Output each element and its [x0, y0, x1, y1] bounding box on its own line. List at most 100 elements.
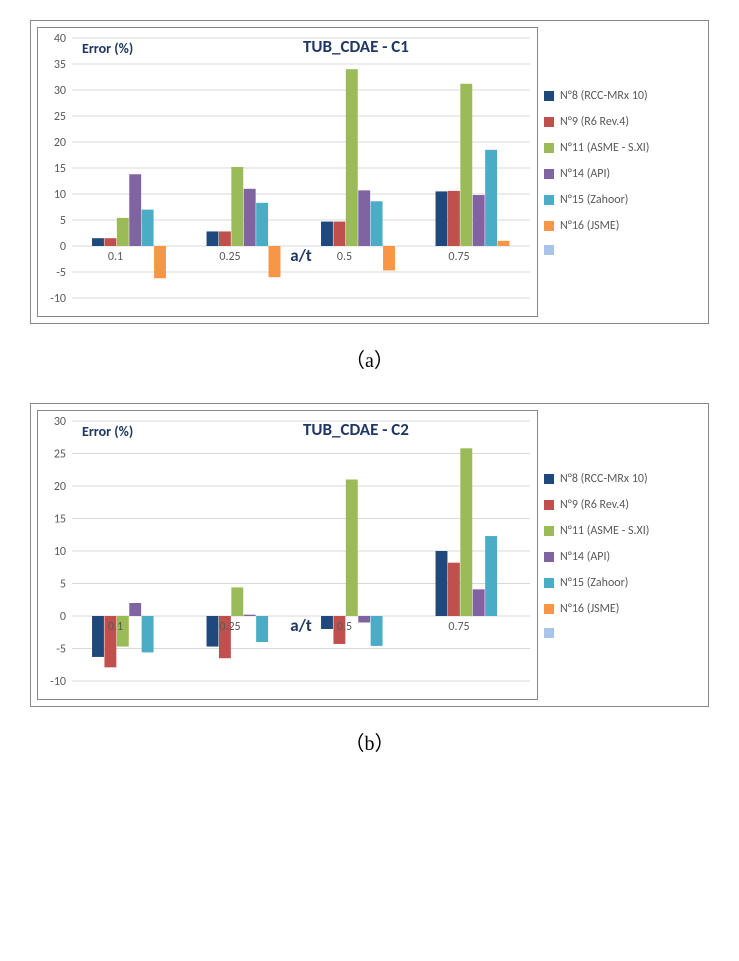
y-tick-label: 10	[54, 188, 66, 202]
bar	[321, 616, 333, 629]
legend-swatch	[544, 221, 554, 231]
legend-label: N°9 (R6 Rev.4)	[560, 115, 629, 129]
legend-swatch	[544, 604, 554, 614]
legend-swatch	[544, 552, 554, 562]
bar	[371, 201, 383, 246]
y-tick-label: 25	[54, 110, 66, 124]
legend-item: N°9 (R6 Rev.4)	[544, 498, 702, 512]
y-tick-label: -5	[56, 266, 66, 280]
bar	[207, 616, 219, 647]
chart-row: -10-505101520253035400.10.250.50.75TUB_C…	[30, 20, 709, 324]
bar	[321, 222, 333, 246]
chart-title: TUB_CDAE - C1	[303, 36, 409, 57]
y-tick-label: 30	[54, 415, 66, 429]
bar	[473, 589, 485, 616]
chart-row: -10-50510152025300.10.250.50.75TUB_CDAE …	[30, 403, 709, 707]
bar	[371, 616, 383, 646]
bar	[142, 616, 154, 652]
legend-item-empty	[544, 245, 702, 255]
y-tick-label: 0	[60, 610, 66, 624]
bar	[346, 480, 358, 617]
legend-swatch	[544, 169, 554, 179]
bar	[231, 167, 243, 246]
bar	[498, 241, 510, 246]
bar	[104, 238, 116, 246]
subfigure-caption: （b）	[10, 727, 729, 756]
category-label: 0.1	[108, 250, 123, 264]
category-label: 0.75	[448, 250, 469, 264]
legend-swatch	[544, 91, 554, 101]
legend-swatch	[544, 143, 554, 153]
bar	[231, 587, 243, 616]
category-label: 0.25	[219, 620, 240, 634]
bar	[346, 69, 358, 246]
legend-label: N°11 (ASME - S.XI)	[560, 141, 649, 155]
legend-label: N°16 (JSME)	[560, 602, 619, 616]
category-label: 0.25	[219, 250, 240, 264]
bar	[485, 150, 497, 246]
y-tick-label: 30	[54, 84, 66, 98]
bar	[244, 615, 256, 616]
bar	[256, 203, 268, 246]
bar	[333, 222, 345, 246]
bar	[92, 616, 104, 657]
chart-title: TUB_CDAE - C2	[303, 419, 409, 440]
legend-label: N°15 (Zahoor)	[560, 193, 628, 207]
bar	[448, 191, 460, 246]
y-tick-label: 15	[54, 162, 66, 176]
legend-label: N°9 (R6 Rev.4)	[560, 498, 629, 512]
chart-panel-c2: -10-50510152025300.10.250.50.75TUB_CDAE …	[30, 403, 709, 707]
y-tick-label: -10	[50, 292, 66, 306]
legend-label: N°16 (JSME)	[560, 219, 619, 233]
legend-item: N°11 (ASME - S.XI)	[544, 141, 702, 155]
bar	[485, 536, 497, 616]
legend-item: N°11 (ASME - S.XI)	[544, 524, 702, 538]
bar	[436, 551, 448, 616]
category-label: 0.1	[108, 620, 123, 634]
category-label: 0.5	[337, 250, 352, 264]
y-tick-label: 10	[54, 545, 66, 559]
subfigure-caption: （a）	[10, 344, 729, 373]
y-tick-label: -10	[50, 675, 66, 689]
bar	[473, 195, 485, 246]
chart-panel-c1: -10-505101520253035400.10.250.50.75TUB_C…	[30, 20, 709, 324]
legend-swatch	[544, 474, 554, 484]
bar	[219, 231, 231, 246]
legend-label: N°8 (RCC-MRx 10)	[560, 89, 648, 103]
legend-item: N°9 (R6 Rev.4)	[544, 115, 702, 129]
legend-swatch	[544, 245, 554, 255]
legend-label: N°14 (API)	[560, 167, 610, 181]
bar	[383, 246, 395, 270]
legend-item: N°15 (Zahoor)	[544, 193, 702, 207]
legend: N°8 (RCC-MRx 10) N°9 (R6 Rev.4) N°11 (ASME…	[538, 404, 708, 706]
y-tick-label: 35	[54, 58, 66, 72]
legend-swatch	[544, 195, 554, 205]
y-tick-label: 5	[60, 214, 66, 228]
legend-swatch	[544, 628, 554, 638]
legend-item: N°14 (API)	[544, 550, 702, 564]
legend-label: N°8 (RCC-MRx 10)	[560, 472, 648, 486]
legend-item: N°15 (Zahoor)	[544, 576, 702, 590]
y-tick-label: -5	[56, 643, 66, 657]
bar	[358, 616, 370, 623]
legend-item: N°14 (API)	[544, 167, 702, 181]
y-tick-label: 25	[54, 448, 66, 462]
y-axis-label: Error (%)	[82, 40, 133, 57]
x-axis-label: a/t	[290, 615, 312, 636]
bar	[207, 231, 219, 246]
bar	[358, 190, 370, 246]
bar	[244, 189, 256, 246]
bar	[129, 174, 141, 246]
chart-svg: -10-505101520253035400.10.250.50.75TUB_C…	[38, 28, 538, 317]
bar	[436, 191, 448, 246]
y-tick-label: 20	[54, 136, 66, 150]
y-tick-label: 0	[60, 240, 66, 254]
bar	[448, 563, 460, 616]
y-tick-label: 5	[60, 578, 66, 592]
y-axis-label: Error (%)	[82, 423, 133, 440]
legend-item: N°16 (JSME)	[544, 219, 702, 233]
legend-item-empty	[544, 628, 702, 638]
bar	[129, 603, 141, 616]
chart-svg: -10-50510152025300.10.250.50.75TUB_CDAE …	[38, 411, 538, 700]
legend-item: N°8 (RCC-MRx 10)	[544, 472, 702, 486]
